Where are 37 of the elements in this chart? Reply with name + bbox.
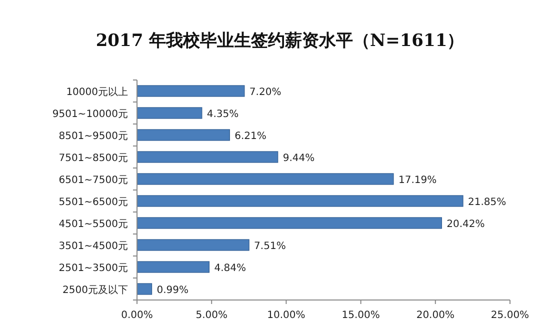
bar	[136, 239, 250, 251]
chart-title: 2017 年我校毕业生签约薪资水平（N=1611）	[96, 31, 464, 51]
y-tick-label: 9501~10000元	[52, 109, 128, 120]
data-label: 9.44%	[282, 153, 315, 164]
data-label: 4.84%	[214, 263, 246, 274]
x-tick-label: 10.00%	[267, 310, 306, 321]
y-tick-label: 8501~9500元	[58, 131, 128, 142]
x-tick-label: 0.00%	[121, 310, 153, 321]
data-label: 20.42%	[446, 219, 485, 230]
bar	[136, 283, 152, 295]
y-tick-label: 7501~8500元	[58, 153, 128, 164]
bar	[136, 151, 278, 163]
data-label: 6.21%	[234, 131, 266, 142]
bar	[136, 107, 202, 119]
bar	[136, 217, 442, 229]
data-label: 4.35%	[206, 109, 239, 120]
x-tick-label: 25.00%	[490, 310, 530, 321]
data-label: 0.99%	[156, 285, 189, 296]
y-tick-label: 2501~3500元	[58, 263, 128, 274]
data-label: 7.51%	[254, 241, 286, 252]
bar	[136, 173, 394, 185]
y-tick-label: 2500元及以下	[62, 284, 128, 296]
data-label: 7.20%	[249, 87, 282, 98]
y-tick-label: 5501~6500元	[58, 197, 128, 208]
y-tick-label: 3501~4500元	[58, 241, 128, 252]
bar	[136, 195, 464, 207]
bar	[136, 261, 210, 273]
bar	[136, 129, 230, 141]
x-tick-label: 5.00%	[196, 310, 228, 321]
data-label: 17.19%	[398, 175, 437, 186]
bar	[136, 85, 245, 97]
y-tick-label: 4501~5500元	[58, 219, 128, 230]
y-tick-label: 6501~7500元	[58, 175, 128, 186]
x-tick-label: 15.00%	[342, 310, 380, 321]
data-label: 21.85%	[468, 197, 506, 208]
y-tick-label: 10000元以上	[66, 86, 128, 98]
x-tick-label: 20.00%	[416, 310, 454, 321]
